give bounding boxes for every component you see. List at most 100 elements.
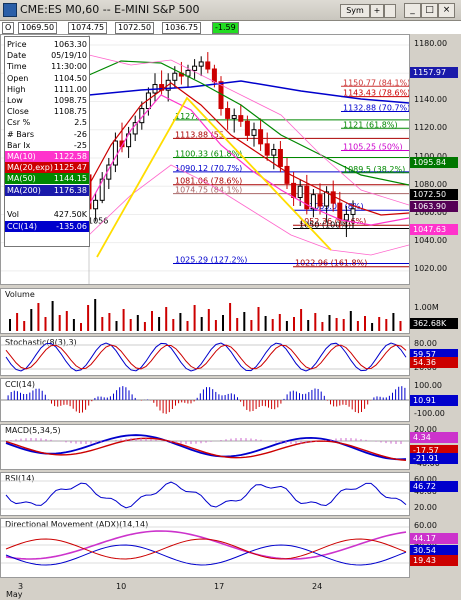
fib-label: 1081.06 (78.6%) xyxy=(175,177,242,186)
volume-bar xyxy=(158,317,161,331)
volume-bar xyxy=(264,316,267,331)
candle-body xyxy=(258,129,264,145)
candle-body xyxy=(231,115,237,119)
volume-bar xyxy=(335,318,338,331)
data-row-6: Close 1108.75 xyxy=(5,106,89,117)
candle-body xyxy=(99,178,105,201)
data-value: 1125.47 xyxy=(53,163,87,173)
add-button[interactable]: + xyxy=(370,4,384,18)
volume-bar xyxy=(349,311,352,331)
price-tick-label: 1120.00 xyxy=(414,123,448,132)
data-row-12: MA(50) 1144.15 xyxy=(5,173,89,185)
adx-badge: 19.43 xyxy=(410,555,458,566)
ma10-line xyxy=(88,94,409,226)
volume-panel[interactable]: Volume xyxy=(0,288,410,334)
volume-bar xyxy=(94,299,97,331)
data-key: MA(20,exp) xyxy=(7,163,53,173)
data-row-11: MA(20,exp) 1125.47 xyxy=(5,162,89,174)
volume-bar xyxy=(165,307,168,331)
macd-signal xyxy=(5,437,407,462)
data-key: MA(200) xyxy=(7,185,41,195)
ma50-line xyxy=(88,60,409,186)
candle-body xyxy=(244,120,250,136)
open-value: 1069.50 xyxy=(18,22,58,34)
data-value: 1108.75 xyxy=(53,107,87,117)
fib-label: 1063.01 (8%) xyxy=(309,202,364,211)
data-key: Csr % xyxy=(7,118,31,128)
macd-badge: 4.34 xyxy=(410,432,458,443)
ma200-line xyxy=(88,80,409,104)
candle-body xyxy=(264,143,270,156)
rsi-badge: 46.72 xyxy=(410,481,458,492)
data-value: 05/19/10 xyxy=(51,51,87,61)
candle-body xyxy=(350,208,356,215)
volume-bar xyxy=(72,319,75,331)
maximize-button[interactable]: □ xyxy=(421,3,438,18)
data-value: 1122.58 xyxy=(53,152,87,161)
data-value: 2.5 xyxy=(74,118,87,128)
window-titlebar[interactable]: CME:ES M0,60 -- E-MINI S&P 500 Sym + _ □… xyxy=(0,0,461,21)
volume-bar xyxy=(122,309,125,331)
open-label: O xyxy=(2,22,15,34)
data-value: -135.06 xyxy=(56,222,87,231)
volume-bar xyxy=(307,320,310,331)
rsi-line xyxy=(5,481,407,509)
candle-body xyxy=(337,202,343,221)
data-row-13: MA(200) 1176.38 xyxy=(5,184,89,196)
data-key: Close xyxy=(7,107,29,117)
fib-label: 1052.36 (78.6%) xyxy=(299,217,366,226)
fib-label: 1121 (61.8%) xyxy=(343,120,398,129)
macd-badge: -17.57 xyxy=(410,445,458,456)
data-value: 1063.30 xyxy=(53,40,87,49)
candle-body xyxy=(238,115,244,122)
price-tick-label: 1020.00 xyxy=(414,264,448,273)
volume-label: Volume xyxy=(5,290,35,299)
stoch-badge: 54.36 xyxy=(410,357,458,368)
volume-bar xyxy=(214,320,217,331)
candle-body xyxy=(277,148,283,167)
volume-bar xyxy=(207,309,210,331)
fib-label: 1127. xyxy=(175,112,198,121)
stoch-d-line xyxy=(5,344,407,370)
adx-panel[interactable]: Directional Movement (ADX)(14,14) xyxy=(0,518,410,578)
cci-panel[interactable]: CCI(14) xyxy=(0,378,410,422)
cci-badge: 10.91 xyxy=(410,395,458,406)
volume-bar xyxy=(328,315,331,331)
adx-lines xyxy=(1,526,409,566)
volume-bar xyxy=(378,317,381,331)
rsi-label: RSI(14) xyxy=(5,474,35,483)
price-badge: 1095.84 xyxy=(410,157,458,168)
price-tick-label: 1140.00 xyxy=(414,95,448,104)
volume-badge: 362.68K xyxy=(410,318,458,329)
data-key: Low xyxy=(7,96,23,105)
close-button[interactable]: × xyxy=(438,3,455,18)
candle-body xyxy=(271,148,277,156)
candle-body xyxy=(211,68,217,83)
volume-bar xyxy=(250,320,253,331)
rsi-panel[interactable]: RSI(14) xyxy=(0,472,410,516)
stochastic-panel[interactable]: Stochastic(8(3),3) xyxy=(0,336,410,376)
low-value: 1072.50 xyxy=(115,22,155,34)
minimize-button[interactable]: _ xyxy=(404,3,421,18)
fib-label: 1143.43 (78.6%) xyxy=(343,89,409,98)
link-button[interactable] xyxy=(384,4,396,18)
data-key: High xyxy=(7,84,26,94)
volume-bar xyxy=(236,318,239,331)
volume-bar xyxy=(80,323,82,331)
price-axis: 1180.001160.001140.001120.001100.001080.… xyxy=(410,34,461,285)
candle-body xyxy=(330,191,336,204)
fib-label: 1113.88 (55 xyxy=(175,130,224,139)
data-row-8: # Bars -26 xyxy=(5,129,89,140)
data-row-4: High 1111.00 xyxy=(5,84,89,95)
macd-panel[interactable]: MACD(5,34,5) xyxy=(0,424,410,470)
candle-body xyxy=(93,199,99,210)
fib-label: 1050 (100%) xyxy=(299,221,351,230)
symbol-button[interactable]: Sym xyxy=(340,4,370,18)
fib-label: 1056 xyxy=(88,216,108,225)
price-tick-label: 1040.00 xyxy=(414,236,448,245)
adx-badge: 44.17 xyxy=(410,533,458,544)
data-key: MA(50) xyxy=(7,174,36,184)
volume-bars xyxy=(9,299,402,331)
volume-bar xyxy=(271,319,274,331)
